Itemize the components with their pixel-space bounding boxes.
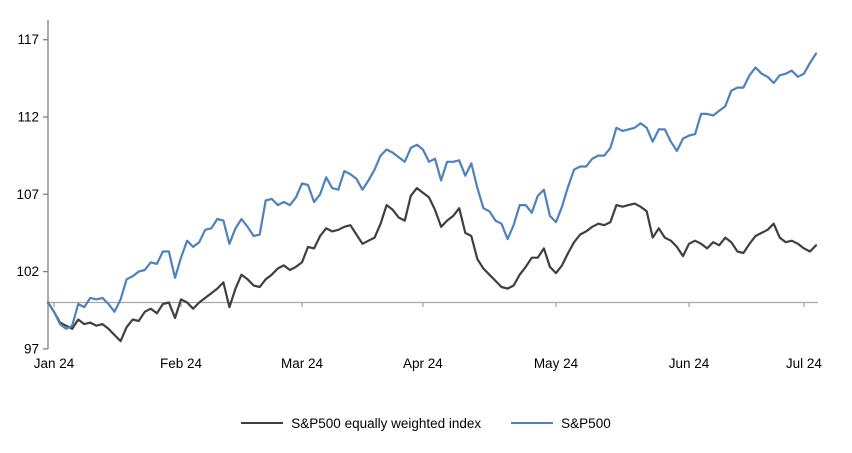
sp500-line-swatch [511,422,554,424]
x-axis-tick-label: Mar 24 [281,356,324,371]
chart-legend: S&P500 equally weighted index S&P500 [0,408,852,438]
y-axis-tick-label: 117 [17,32,39,47]
x-axis-tick-label: Apr 24 [403,356,443,371]
y-axis-tick-label: 97 [24,341,39,356]
y-axis-tick-label: 102 [16,264,39,279]
sp500-series-line [46,52,818,330]
legend-label-equal-weighted: S&P500 equally weighted index [291,415,482,431]
equal-weighted-line-swatch [241,422,284,424]
legend-item-sp500: S&P500 [511,416,611,431]
y-axis-tick-label: 107 [16,187,39,202]
x-axis-tick-label: Jan 24 [34,356,75,371]
line-chart-plot: 97 102 107 112 117 Jan 24 Feb 24 Mar 24 Apr 24 Ma… [16,20,823,371]
x-axis-tick-label: Jul 24 [786,356,823,371]
x-axis-tick-label: Feb 24 [160,356,203,371]
x-axis-tick-label: Jun 24 [669,356,710,371]
legend-item-equal-weighted: S&P500 equally weighted index [241,416,481,431]
y-axis-tick-label: 112 [17,110,39,125]
x-axis-tick-label: May 24 [534,356,579,371]
equal-weighted-series-line [46,187,818,343]
legend-label-sp500: S&P500 [561,415,611,431]
